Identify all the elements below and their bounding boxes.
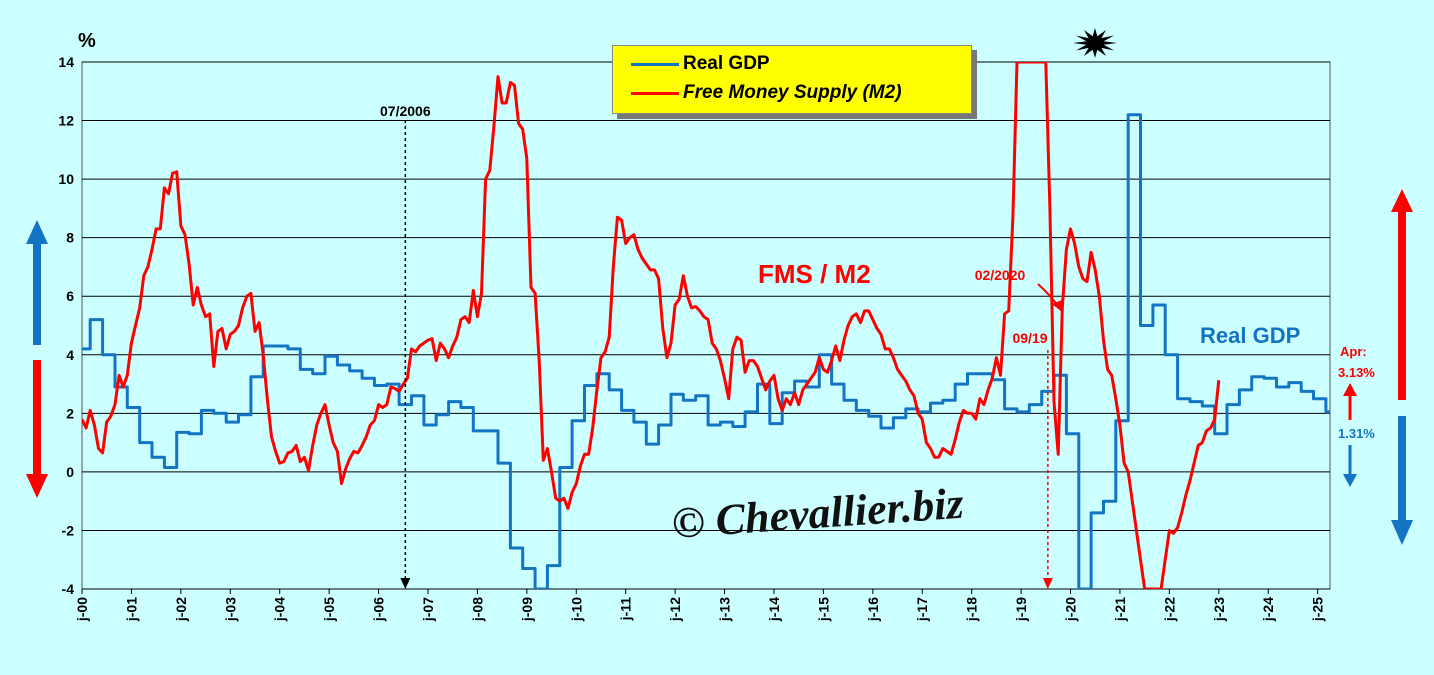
x-tick-label: j-00 <box>74 597 90 622</box>
y-unit-label: % <box>78 30 96 52</box>
x-tick-label: j-10 <box>568 597 584 622</box>
gdp-last-value: 1.31% <box>1338 426 1375 441</box>
legend-item-real-gdp: Real GDP <box>631 51 770 77</box>
x-tick-label: j-12 <box>667 597 683 622</box>
x-tick-label: j-08 <box>469 597 485 622</box>
annotation-date-2006: 07/2006 <box>380 103 431 119</box>
y-tick-label: 2 <box>66 405 74 421</box>
x-tick-label: j-24 <box>1260 597 1276 622</box>
x-tick-label: j-05 <box>321 597 337 622</box>
legend-swatch-real-gdp <box>631 62 679 66</box>
x-tick-label: j-25 <box>1310 597 1326 622</box>
y-tick-label: -4 <box>62 581 75 597</box>
x-tick-label: j-22 <box>1161 597 1177 622</box>
y-tick-label: 0 <box>66 464 74 480</box>
plot-area <box>81 61 1331 590</box>
big-arrow-down-red-shaft <box>33 360 41 478</box>
x-tick-label: j-16 <box>865 597 881 622</box>
x-tick-label: j-15 <box>815 597 831 622</box>
big-arrow-up-blue-shaft <box>33 240 41 345</box>
real-gdp-label: Real GDP <box>1200 323 1300 348</box>
annotation-date-2019: 09/19 <box>1012 330 1047 346</box>
x-tick-label: j-14 <box>766 597 782 622</box>
x-tick-label: j-19 <box>1013 597 1029 622</box>
x-tick-label: j-21 <box>1112 597 1128 622</box>
marker-arrowhead-2006 <box>400 578 411 589</box>
y-tick-label: 12 <box>58 113 74 129</box>
x-tick-label: j-18 <box>964 597 980 622</box>
x-tick-label: j-06 <box>371 597 387 622</box>
big-arrow-down-red-head <box>26 474 48 498</box>
x-tick-label: j-02 <box>173 597 189 622</box>
x-tick-label: j-07 <box>420 597 436 622</box>
apr-label: Apr: <box>1340 344 1367 359</box>
y-tick-label: 4 <box>66 347 74 363</box>
big-arrow-up-blue-head <box>26 220 48 244</box>
legend-item-free-money-supply: Free Money Supply (M2) <box>631 80 902 106</box>
arrowhead-up-small-red <box>1343 383 1357 396</box>
y-tick-label: -2 <box>62 522 75 538</box>
x-tick-label: j-04 <box>272 597 288 622</box>
x-tick-label: j-23 <box>1211 597 1227 622</box>
x-tick-label: j-17 <box>914 597 930 622</box>
arrowhead-down-small-blue <box>1343 474 1357 487</box>
y-tick-label: 8 <box>66 230 74 246</box>
annotation-layer: % 07/2006 09/19 02/2020 FMS / M2 Real GDP Apr:… <box>26 28 1413 589</box>
big-arrow-up-red-head <box>1391 189 1413 212</box>
fms-m2-label: FMS / M2 <box>758 259 871 289</box>
explosion-icon <box>1073 28 1117 58</box>
x-tick-label: j-11 <box>618 597 634 622</box>
legend-label-real-gdp: Real GDP <box>683 53 770 74</box>
x-tick-label: j-20 <box>1063 597 1079 622</box>
y-tick-label: 10 <box>58 171 74 187</box>
big-arrow-up-red-shaft <box>1398 208 1406 400</box>
big-arrow-down-blue-shaft <box>1398 416 1406 524</box>
legend-label-free-money-supply: Free Money Supply (M2) <box>683 82 902 103</box>
x-tick-label: j-09 <box>519 597 535 622</box>
marker-arrowhead-2019 <box>1042 578 1053 589</box>
big-arrow-down-blue-head <box>1391 520 1413 545</box>
series-line-free-money-supply <box>82 62 1221 589</box>
series-layer <box>82 62 1330 589</box>
legend-swatch-free-money-supply <box>631 91 679 95</box>
x-tick-label: j-01 <box>123 597 139 622</box>
legend: Real GDP Free Money Supply (M2) <box>612 45 972 114</box>
series-line-real-gdp <box>82 113 1330 589</box>
axis-layer: -4 -2 0 2 4 6 8 10 12 14 j-00 j-01 j-02 j-03 j-04 j-05 j… <box>58 54 1325 622</box>
annotation-date-2020: 02/2020 <box>975 267 1026 283</box>
x-tick-label: j-13 <box>717 597 733 622</box>
grid-layer <box>81 61 1331 590</box>
y-tick-label: 6 <box>66 288 74 304</box>
x-tick-label: j-03 <box>222 597 238 622</box>
m2-last-value: 3.13% <box>1338 365 1375 380</box>
y-tick-label: 14 <box>58 54 74 70</box>
arrowhead-2020 <box>1052 300 1062 312</box>
